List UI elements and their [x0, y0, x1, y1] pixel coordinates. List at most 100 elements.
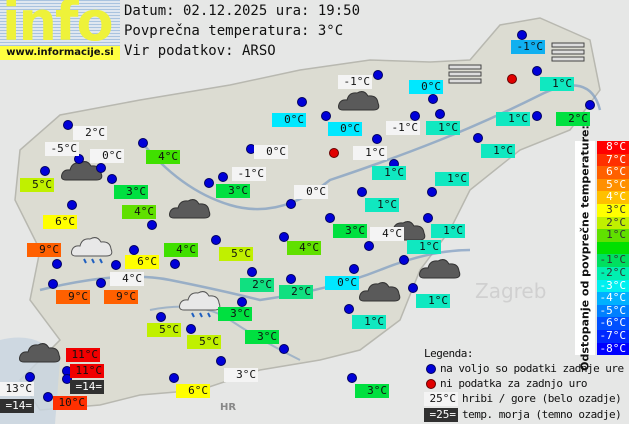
station-dot[interactable]: [364, 241, 374, 251]
temperature-label: 1°C: [416, 294, 450, 308]
scale-step: -2°C: [597, 266, 629, 280]
station-dot[interactable]: [74, 154, 84, 164]
temperature-label: 1°C: [431, 224, 465, 238]
station-dot[interactable]: [186, 324, 196, 334]
temperature-deviation-scale: 8°C 7°C 6°C 5°C 4°C 3°C 2°C 1°C -1°C -2°C -3°C -4°C…: [597, 140, 629, 356]
station-dot[interactable]: [325, 213, 335, 223]
station-dot[interactable]: [138, 138, 148, 148]
legend-sea-sample: =25=: [424, 408, 458, 422]
temperature-label: 5°C: [219, 247, 253, 261]
temperature-label: 1°C: [435, 172, 469, 186]
temperature-label: 10°C: [53, 396, 87, 410]
station-dot[interactable]: [473, 133, 483, 143]
station-dot[interactable]: [52, 259, 62, 269]
temperature-label: -1°C: [232, 167, 266, 181]
station-dot[interactable]: [297, 97, 307, 107]
temperature-label: 11°C: [66, 348, 100, 362]
cloud-icon: [419, 259, 461, 279]
logo[interactable]: info www.informacije.si: [0, 0, 120, 60]
station-dot[interactable]: [63, 120, 73, 130]
station-dot-no-data[interactable]: [329, 148, 339, 158]
map-label-zagreb: Zagreb: [475, 279, 546, 303]
station-dot[interactable]: [349, 264, 359, 274]
station-dot[interactable]: [156, 312, 166, 322]
station-dot[interactable]: [279, 344, 289, 354]
temperature-label: 4°C: [287, 241, 321, 255]
fog-icon: [448, 64, 482, 84]
station-dot[interactable]: [321, 111, 331, 121]
temperature-label: 5°C: [187, 335, 221, 349]
station-dot[interactable]: [111, 260, 121, 270]
station-dot[interactable]: [204, 178, 214, 188]
station-dot[interactable]: [399, 255, 409, 265]
cloud-icon: [169, 199, 211, 219]
station-dot[interactable]: [357, 187, 367, 197]
station-dot[interactable]: [344, 304, 354, 314]
station-dot[interactable]: [247, 267, 257, 277]
station-dot[interactable]: [517, 30, 527, 40]
station-dot[interactable]: [279, 232, 289, 242]
scale-step: 3°C: [597, 203, 629, 217]
station-dot[interactable]: [96, 163, 106, 173]
logo-url[interactable]: www.informacije.si: [0, 46, 120, 60]
station-dot[interactable]: [43, 392, 53, 402]
temperature-label: 9°C: [27, 243, 61, 257]
station-dot[interactable]: [408, 283, 418, 293]
scale-step: -3°C: [597, 279, 629, 293]
cloud-icon: [359, 282, 401, 302]
temperature-label: 0°C: [328, 122, 362, 136]
scale-title-box: Odstopanje od povprečne temperature:: [575, 125, 595, 371]
station-dot[interactable]: [435, 109, 445, 119]
station-dot[interactable]: [372, 134, 382, 144]
station-dot[interactable]: [67, 200, 77, 210]
sea-temperature-label: =14=: [70, 380, 104, 394]
station-dot[interactable]: [169, 373, 179, 383]
station-dot[interactable]: [347, 373, 357, 383]
temperature-label: 6°C: [125, 255, 159, 269]
scale-step: -7°C: [597, 329, 629, 343]
station-dot[interactable]: [410, 111, 420, 121]
temperature-label: -5°C: [45, 142, 79, 156]
scale-step: 8°C: [597, 140, 629, 154]
station-dot[interactable]: [286, 274, 296, 284]
legend-red-dot-icon: [426, 379, 436, 389]
station-dot[interactable]: [96, 278, 106, 288]
station-dot[interactable]: [216, 356, 226, 366]
date-line: Datum: 02.12.2025 ura: 19:50: [124, 3, 361, 19]
scale-step: -1°C: [597, 254, 629, 267]
station-dot[interactable]: [532, 66, 542, 76]
temperature-label: 1°C: [372, 166, 406, 180]
river: [139, 84, 602, 211]
station-dot[interactable]: [129, 245, 139, 255]
station-dot[interactable]: [107, 174, 117, 184]
station-dot[interactable]: [25, 372, 35, 382]
rain-cloud-icon: [179, 291, 221, 318]
station-dot[interactable]: [170, 259, 180, 269]
station-dot[interactable]: [423, 213, 433, 223]
rain-cloud-icon: [71, 237, 113, 264]
station-dot[interactable]: [147, 220, 157, 230]
station-dot[interactable]: [373, 70, 383, 80]
station-dot[interactable]: [532, 111, 542, 121]
station-dot[interactable]: [211, 235, 221, 245]
temperature-label: 0°C: [90, 149, 124, 163]
temperature-label: 2°C: [279, 285, 313, 299]
station-dot-no-data[interactable]: [507, 74, 517, 84]
temperature-label: 2°C: [240, 278, 274, 292]
temperature-label: 5°C: [147, 323, 181, 337]
station-dot[interactable]: [40, 166, 50, 176]
station-dot[interactable]: [237, 297, 247, 307]
temperature-label: 1°C: [407, 240, 441, 254]
station-dot[interactable]: [427, 187, 437, 197]
station-dot[interactable]: [48, 279, 58, 289]
temperature-label: 4°C: [370, 227, 404, 241]
station-dot[interactable]: [286, 199, 296, 209]
station-dot[interactable]: [62, 374, 72, 384]
station-dot[interactable]: [428, 94, 438, 104]
temperature-label: 9°C: [104, 290, 138, 304]
station-dot[interactable]: [218, 172, 228, 182]
station-dot[interactable]: [585, 100, 595, 110]
temperature-label: 1°C: [481, 144, 515, 158]
temperature-label: 4°C: [122, 205, 156, 219]
scale-step: 4°C: [597, 191, 629, 204]
